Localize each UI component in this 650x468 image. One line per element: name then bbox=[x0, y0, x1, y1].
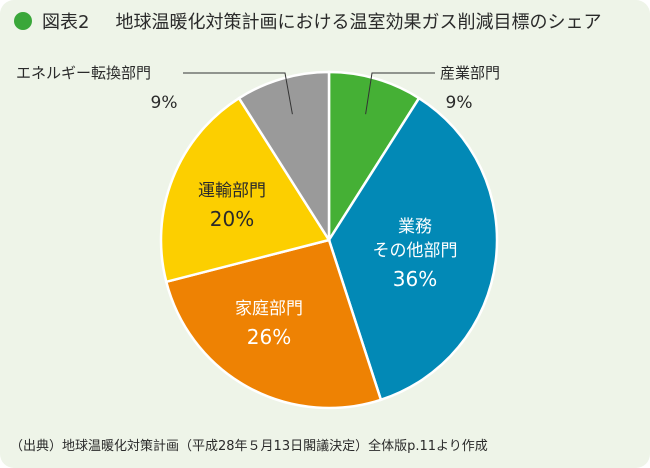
bullet-dot-icon bbox=[14, 12, 32, 30]
slice-value-1: 36% bbox=[393, 267, 437, 291]
slice-label-1-1: その他部門 bbox=[373, 241, 458, 261]
figure-label: 図表2 bbox=[42, 12, 90, 33]
chart-title: 地球温暖化対策計画における温室効果ガス削減目標のシェア bbox=[115, 12, 602, 33]
pie-slice-2 bbox=[164, 238, 383, 410]
slice-label-2-0: 家庭部門 bbox=[235, 299, 303, 319]
pie-slice-1 bbox=[327, 96, 499, 402]
slice-value-2: 26% bbox=[247, 325, 291, 349]
slice-label-1-0: 業務 bbox=[398, 217, 432, 237]
source-note: （出典）地球温暖化対策計画（平成28年５月13日閣議決定）全体版p.11より作成 bbox=[10, 439, 488, 454]
pie-slice-4 bbox=[237, 70, 331, 245]
pie-slice-0 bbox=[327, 70, 421, 245]
slice-value-4: 9% bbox=[151, 93, 178, 113]
slice-label-4: エネルギー転換部門 bbox=[16, 64, 151, 82]
title-row: 図表2 地球温暖化対策計画における温室効果ガス削減目標のシェア bbox=[14, 8, 601, 34]
slice-value-0: 9% bbox=[446, 93, 473, 113]
pie-slice-3 bbox=[159, 96, 331, 284]
leader-line-0 bbox=[365, 72, 435, 115]
slice-value-3: 20% bbox=[210, 207, 254, 231]
leader-line-4 bbox=[183, 72, 293, 115]
slice-label-3-0: 運輸部門 bbox=[198, 181, 266, 201]
slice-label-0: 産業部門 bbox=[440, 64, 500, 82]
